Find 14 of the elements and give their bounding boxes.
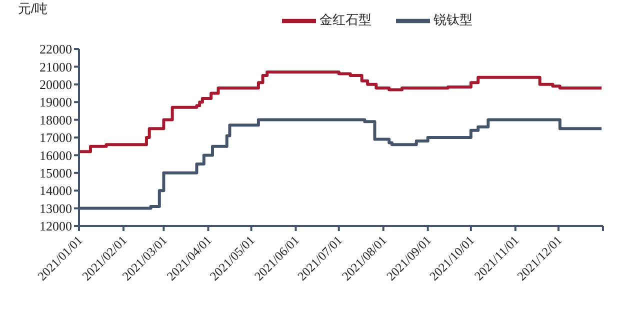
legend-label: 锐钛型 (434, 12, 472, 28)
y-tick-label: 20000 (40, 77, 72, 92)
y-tick-label: 16000 (40, 148, 72, 163)
y-tick-label: 22000 (40, 42, 72, 57)
y-tick-label: 21000 (40, 59, 72, 74)
y-tick-label: 18000 (40, 112, 72, 128)
y-axis-title: 元/吨 (18, 0, 48, 18)
y-tick-label: 17000 (40, 130, 72, 146)
y-tick-label: 14000 (40, 183, 72, 198)
y-tick-label: 12000 (40, 218, 72, 234)
legend-label: 金红石型 (320, 12, 372, 28)
y-tick-label: 19000 (40, 94, 72, 110)
y-tick-label: 13000 (40, 200, 72, 216)
y-tick-label: 15000 (40, 166, 72, 181)
